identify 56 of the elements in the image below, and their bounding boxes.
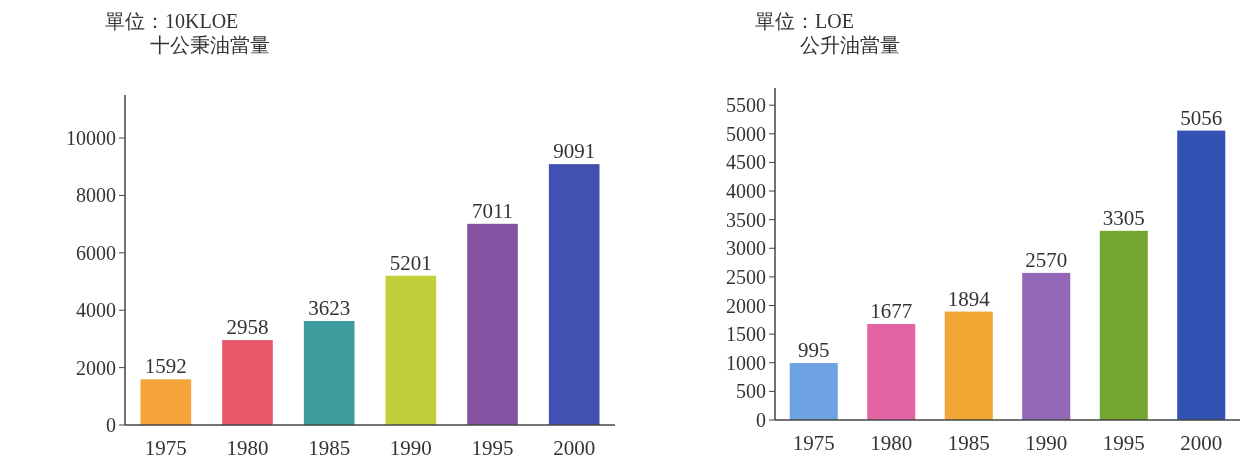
y-axis-title: 單位：LOE 公升油當量 (755, 10, 900, 56)
data-label: 7011 (471, 198, 514, 223)
data-label: 1592 (144, 354, 187, 379)
y-tick-label: 3500 (726, 208, 766, 231)
y-tick-label: 1500 (726, 323, 766, 346)
bar (385, 275, 437, 425)
data-label: 9091 (553, 139, 596, 164)
y-tick-label: 4000 (76, 299, 116, 322)
y-tick-label: 6000 (76, 241, 116, 264)
x-tick-label: 1975 (144, 436, 187, 460)
y-tick-label: 10000 (66, 127, 116, 150)
x-tick-label: 1995 (1102, 431, 1145, 455)
y-tick-label: 2000 (76, 356, 116, 379)
y-tick-label: 0 (106, 414, 116, 436)
bar (944, 311, 993, 420)
y-tick-label: 4000 (726, 180, 766, 203)
y-tick-label: 2500 (726, 265, 766, 288)
bar (467, 223, 518, 425)
bar (222, 340, 273, 425)
x-tick-label: 2000 (553, 436, 596, 460)
data-label: 5056 (1180, 105, 1223, 130)
x-tick-label: 1975 (792, 431, 835, 455)
data-label: 3623 (308, 296, 351, 321)
bar (303, 321, 355, 425)
y-tick-label: 1000 (726, 351, 766, 374)
x-tick-label: 1985 (947, 431, 990, 455)
y-tick-label: 5500 (726, 94, 766, 117)
y-axis-title: 單位：10KLOE 十公秉油當量 (105, 10, 270, 56)
x-tick-label: 2000 (1180, 431, 1223, 455)
y-tick-label: 2000 (726, 294, 766, 317)
bar (867, 324, 916, 420)
y-tick-label: 8000 (76, 184, 116, 207)
x-tick-label: 1980 (226, 436, 269, 460)
x-tick-label: 1995 (471, 436, 514, 460)
bar (1099, 230, 1148, 420)
data-label: 5201 (389, 250, 432, 275)
bar (548, 164, 600, 425)
y-tick-label: 5000 (726, 122, 766, 145)
y-tick-label: 500 (736, 380, 766, 403)
y-tick-label: 4500 (726, 151, 766, 174)
data-label: 995 (798, 338, 830, 363)
bar (1022, 272, 1071, 420)
data-label: 3305 (1102, 205, 1145, 230)
x-tick-label: 1990 (389, 436, 432, 460)
bar (789, 363, 838, 420)
data-label: 1894 (947, 286, 991, 311)
data-label: 1677 (870, 299, 913, 324)
data-label: 2958 (226, 315, 269, 340)
bar (140, 379, 192, 425)
x-tick-label: 1980 (870, 431, 913, 455)
data-label: 2570 (1025, 247, 1068, 272)
y-tick-label: 3000 (726, 237, 766, 260)
bar (1177, 130, 1226, 420)
x-tick-label: 1985 (308, 436, 351, 460)
y-tick-label: 0 (756, 409, 766, 431)
x-tick-label: 1990 (1025, 431, 1068, 455)
